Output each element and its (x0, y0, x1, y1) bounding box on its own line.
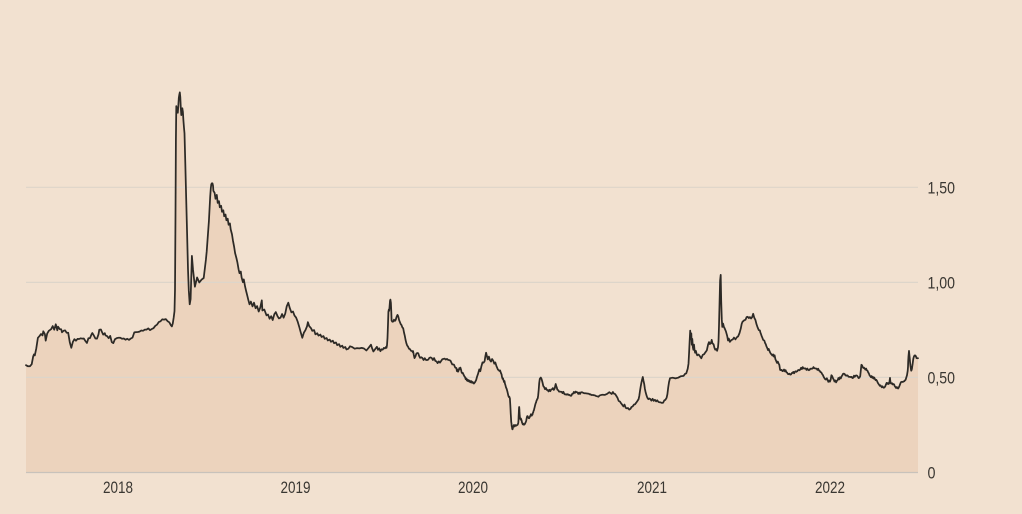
svg-text:2019: 2019 (281, 479, 311, 497)
svg-text:2020: 2020 (458, 479, 488, 497)
svg-text:1,00: 1,00 (928, 274, 956, 292)
svg-text:2021: 2021 (637, 479, 667, 497)
svg-text:2022: 2022 (815, 479, 845, 497)
svg-text:0,50: 0,50 (928, 369, 956, 387)
svg-text:2018: 2018 (103, 479, 133, 497)
svg-text:1,50: 1,50 (928, 179, 956, 197)
svg-text:0: 0 (928, 464, 936, 482)
